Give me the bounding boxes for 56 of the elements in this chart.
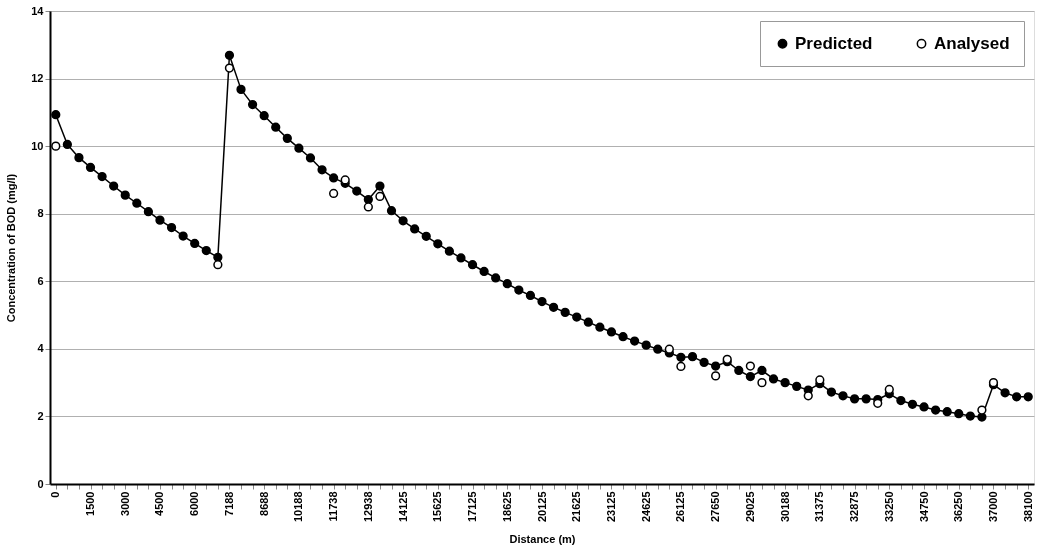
x-tick-label: 8688 [257,491,270,516]
point [977,405,987,415]
point [815,375,825,385]
point [711,371,721,381]
x-tick-label: 34750 [917,491,930,523]
x-tick-label: 4500 [153,491,166,516]
x-tick-label: 11738 [327,491,340,522]
point [224,63,235,73]
x-tick-label: 20125 [535,491,548,523]
y-axis-title: Concentration of BOD (mg/l) [5,173,18,323]
x-axis-title: Distance (m) [509,533,576,546]
y-tick-label: 14 [31,4,45,17]
legend-label: Analysed [934,33,1010,53]
x-tick-label: 18625 [500,491,513,523]
y-tick-label: 8 [37,207,44,220]
point [375,191,385,202]
x-tick-label: 32875 [848,491,861,523]
x-tick-label: 21625 [570,491,583,523]
point [803,391,813,401]
x-tick-label: 23125 [604,491,617,523]
x-tick-label: 38100 [1021,491,1034,523]
x-tick-label: 33250 [882,491,895,523]
y-tick-label: 6 [37,274,44,287]
y-tick-label: 10 [31,139,44,152]
point [664,344,674,354]
x-tick-label: 12938 [361,491,374,523]
point [329,188,339,199]
x-tick-label: 1500 [84,491,97,516]
point [51,141,61,151]
point [745,361,755,371]
y-tick-label: 4 [37,342,45,355]
x-tick-label: 27650 [709,491,722,523]
point [884,384,894,395]
x-tick-label: 14125 [396,491,409,523]
x-tick-label: 30188 [778,491,791,523]
point [213,260,223,270]
x-tick-label: 31375 [813,491,826,523]
x-tick-label: 10188 [292,491,305,523]
x-tick-label: 0 [49,491,62,498]
x-tick-label: 36250 [952,491,965,523]
x-tick-label: 15625 [431,491,444,523]
point [363,202,373,212]
x-tick-label: 6000 [188,491,201,516]
x-tick-label: 37000 [986,491,999,523]
point [676,361,686,372]
x-tick-label: 3000 [118,491,131,516]
legend-label: Predicted [795,33,873,53]
x-tick-label: 7188 [222,491,235,516]
x-tick-label: 17125 [466,491,479,523]
x-tick-label: 26125 [674,491,687,523]
point [757,378,767,388]
y-tick-label: 0 [37,477,44,490]
y-tick-label: 2 [37,409,44,422]
y-tick-label: 12 [31,72,44,85]
x-tick-label: 24625 [639,491,652,523]
x-tick-label: 29025 [743,491,756,523]
